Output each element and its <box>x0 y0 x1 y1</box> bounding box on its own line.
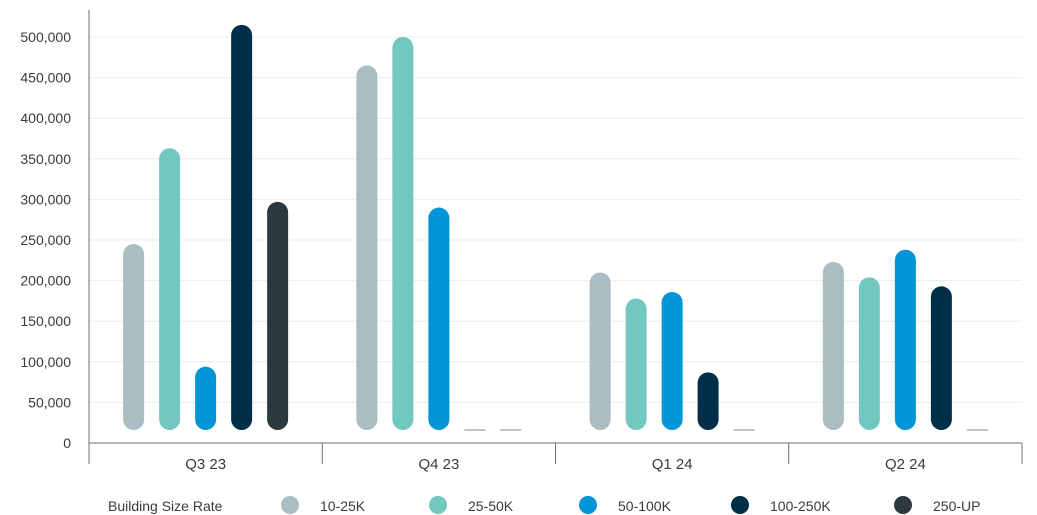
legend-label: 50-100K <box>618 498 672 514</box>
y-tick-label: 300,000 <box>20 191 71 207</box>
y-tick-label: 500,000 <box>20 29 71 45</box>
legend-label: 100-250K <box>770 498 831 514</box>
legend-swatch <box>579 496 597 514</box>
y-tick-label: 350,000 <box>20 151 71 167</box>
bar <box>894 249 916 430</box>
y-tick-label: 0 <box>63 435 71 451</box>
y-tick-label: 250,000 <box>20 232 71 248</box>
bar <box>123 244 145 430</box>
legend: Building Size Rate 10-25K 25-50K 50-100K 10… <box>108 496 980 514</box>
bar <box>267 201 289 430</box>
bar <box>697 372 719 430</box>
legend-title: Building Size Rate <box>108 498 223 514</box>
bar <box>159 148 181 430</box>
x-category-label: Q3 23 <box>185 456 226 473</box>
bars <box>123 24 988 431</box>
y-tick-label: 200,000 <box>20 273 71 289</box>
legend-swatch <box>429 496 447 514</box>
y-axis-tick-labels: 0 50,000 100,000 150,000 200,000 250,000 300,0… <box>20 29 71 451</box>
legend-label: 25-50K <box>468 498 514 514</box>
bar <box>930 286 952 430</box>
legend-label: 250-UP <box>933 498 980 514</box>
bar <box>625 298 647 430</box>
bar <box>589 272 611 430</box>
bar <box>356 65 378 431</box>
legend-swatch <box>281 496 299 514</box>
legend-swatch <box>731 496 749 514</box>
x-category-label: Q2 24 <box>885 456 926 473</box>
bar <box>822 261 844 430</box>
y-tick-label: 150,000 <box>20 313 71 329</box>
bar <box>661 291 683 430</box>
bar <box>195 366 217 430</box>
x-category-label: Q4 23 <box>418 456 459 473</box>
y-tick-label: 450,000 <box>20 70 71 86</box>
x-axis: Q3 23 Q4 23 Q1 24 Q2 24 <box>88 10 1023 473</box>
legend-swatch <box>894 496 912 514</box>
bar <box>231 24 253 430</box>
bar <box>428 207 450 430</box>
y-tick-label: 50,000 <box>28 394 71 410</box>
bar <box>858 277 880 430</box>
x-category-label: Q1 24 <box>652 456 693 473</box>
y-tick-label: 400,000 <box>20 110 71 126</box>
legend-label: 10-25K <box>320 498 366 514</box>
y-tick-label: 100,000 <box>20 354 71 370</box>
gridlines <box>89 36 1022 403</box>
bar <box>392 37 414 430</box>
